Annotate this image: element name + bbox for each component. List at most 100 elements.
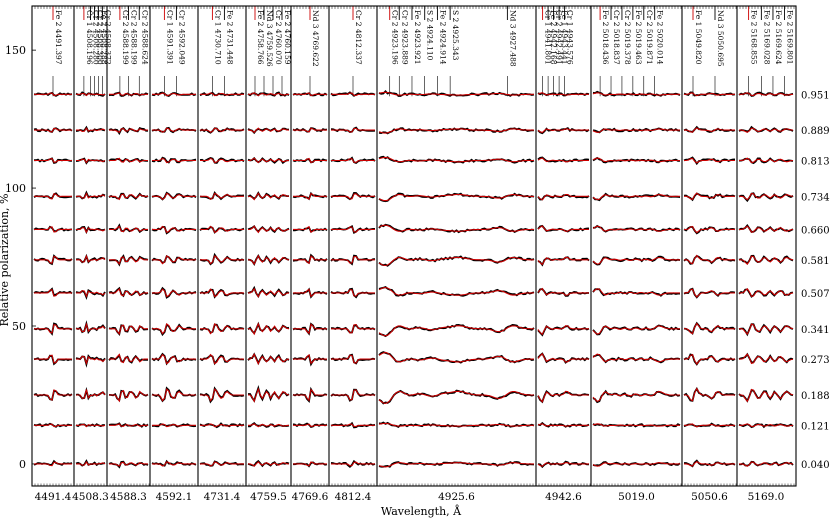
model-profile [592, 128, 680, 133]
model-profile [109, 288, 148, 297]
phase-label: 0.040 [801, 460, 830, 471]
model-profile [537, 462, 589, 467]
model-profile [739, 353, 794, 365]
model-profile [248, 353, 290, 366]
model-profile [109, 461, 148, 467]
model-profile [293, 92, 327, 97]
model-profile [248, 287, 290, 298]
phase-label: 0.581 [801, 256, 830, 267]
line-id-label: Cr 2 5019.378 [623, 10, 632, 65]
model-profile [683, 322, 735, 335]
model-profile [684, 157, 735, 164]
model-profile [537, 423, 589, 427]
model-profile [200, 127, 244, 133]
line-id-label: Cr 1 4591.391 [165, 10, 174, 65]
line-id-label: Nd 3 4769.622 [311, 10, 320, 67]
model-profile [152, 288, 196, 298]
model-profile [109, 256, 148, 265]
observed-profile [738, 288, 794, 298]
line-id-label: Cr 2 4588.199 [130, 10, 139, 65]
model-profile [109, 389, 148, 403]
model-profile [331, 461, 375, 467]
model-profile [247, 387, 290, 403]
model-profile [293, 127, 327, 133]
observed-profile [739, 157, 794, 165]
model-profile [331, 255, 375, 264]
phase-label: 0.734 [801, 192, 830, 203]
line-id-label: Fe 1 4943.441 [560, 10, 569, 65]
model-profile [293, 255, 327, 265]
model-profile [378, 462, 534, 468]
model-profile [109, 353, 148, 364]
phase-label: 0.341 [801, 325, 830, 336]
model-profile [592, 462, 680, 467]
line-id-label: Fe 2 5169.624 [774, 10, 783, 65]
model-profile [152, 322, 196, 335]
model-profile [378, 193, 534, 202]
model-profile [592, 390, 680, 403]
model-profile [739, 127, 794, 134]
model-profile [34, 389, 72, 401]
x-tick-label: 4592.1 [156, 491, 193, 503]
model-profile [739, 388, 794, 403]
phase-label: 0.273 [801, 355, 830, 366]
line-id-label: Cr 2 4508.280 [92, 10, 101, 65]
model-profile [76, 322, 106, 333]
model-profile [76, 127, 106, 132]
model-profile [200, 92, 244, 97]
observed-profile [738, 254, 794, 265]
model-profile [739, 461, 794, 467]
model-profile [537, 390, 589, 403]
model-profile [200, 225, 244, 234]
line-id-label: Cr 2 4923.889 [400, 10, 409, 65]
model-profile [109, 127, 148, 134]
model-profile [76, 254, 106, 263]
panel: 4759.5 Fe 2 4758.766 Nd 3 4759.526 Cr 2 476… [247, 6, 292, 503]
phase-label: 0.507 [801, 289, 830, 300]
panel: 4812.4 Cr 2 4812.337 [330, 6, 376, 503]
line-id-label: Cr 1 4943.576 [566, 10, 575, 65]
x-tick-label: 4731.4 [204, 491, 241, 503]
model-profile [592, 194, 680, 201]
model-profile [739, 157, 794, 164]
model-profile [247, 192, 290, 201]
model-profile [739, 225, 794, 233]
model-profile [684, 254, 735, 265]
y-tick-label: 0 [19, 458, 26, 471]
panel: 4769.6 Nd 3 4769.622 [292, 6, 329, 503]
model-profile [293, 323, 327, 335]
line-id-label: Fe 2 5019.463 [634, 10, 643, 65]
model-profile [684, 288, 735, 298]
x-tick-label: 5169.0 [748, 491, 785, 503]
x-tick-label: 5050.6 [691, 491, 728, 503]
model-profile [592, 423, 680, 427]
model-profile [739, 323, 794, 336]
line-id-label: Cr 2 5019.871 [645, 10, 654, 65]
model-profile [76, 158, 106, 164]
line-id-label: Nd 3 4927.488 [508, 10, 517, 67]
y-tick-label: 100 [5, 182, 26, 195]
line-id-label: Cr 2 4760.070 [274, 10, 283, 65]
model-profile [247, 322, 290, 336]
model-profile [152, 388, 196, 402]
observed-profile [592, 255, 681, 266]
line-id-label: Cr 2 4508.300 [95, 10, 104, 65]
model-profile [109, 157, 148, 163]
model-profile [592, 325, 680, 335]
model-profile [34, 461, 72, 467]
model-profile [109, 92, 148, 96]
panel: 4731.4 Cr 1 4730.710 Fe 2 4731.448 [199, 6, 245, 503]
line-id-label: Cr 1 4730.710 [213, 10, 222, 65]
model-profile [248, 254, 290, 266]
model-profile [76, 92, 106, 97]
model-profile [293, 461, 327, 467]
line-id-label: Cr 2 4588.624 [140, 10, 149, 65]
model-profile [293, 388, 327, 402]
line-id-label: S 2 4924.110 [426, 10, 435, 61]
line-id-label: Fe 2 5020.014 [656, 10, 665, 65]
line-id-label: Nd 3 5050.695 [716, 10, 725, 67]
y-axis-label: Relative polarization, % [0, 194, 11, 327]
model-profile [739, 423, 794, 428]
model-profile [378, 351, 534, 363]
